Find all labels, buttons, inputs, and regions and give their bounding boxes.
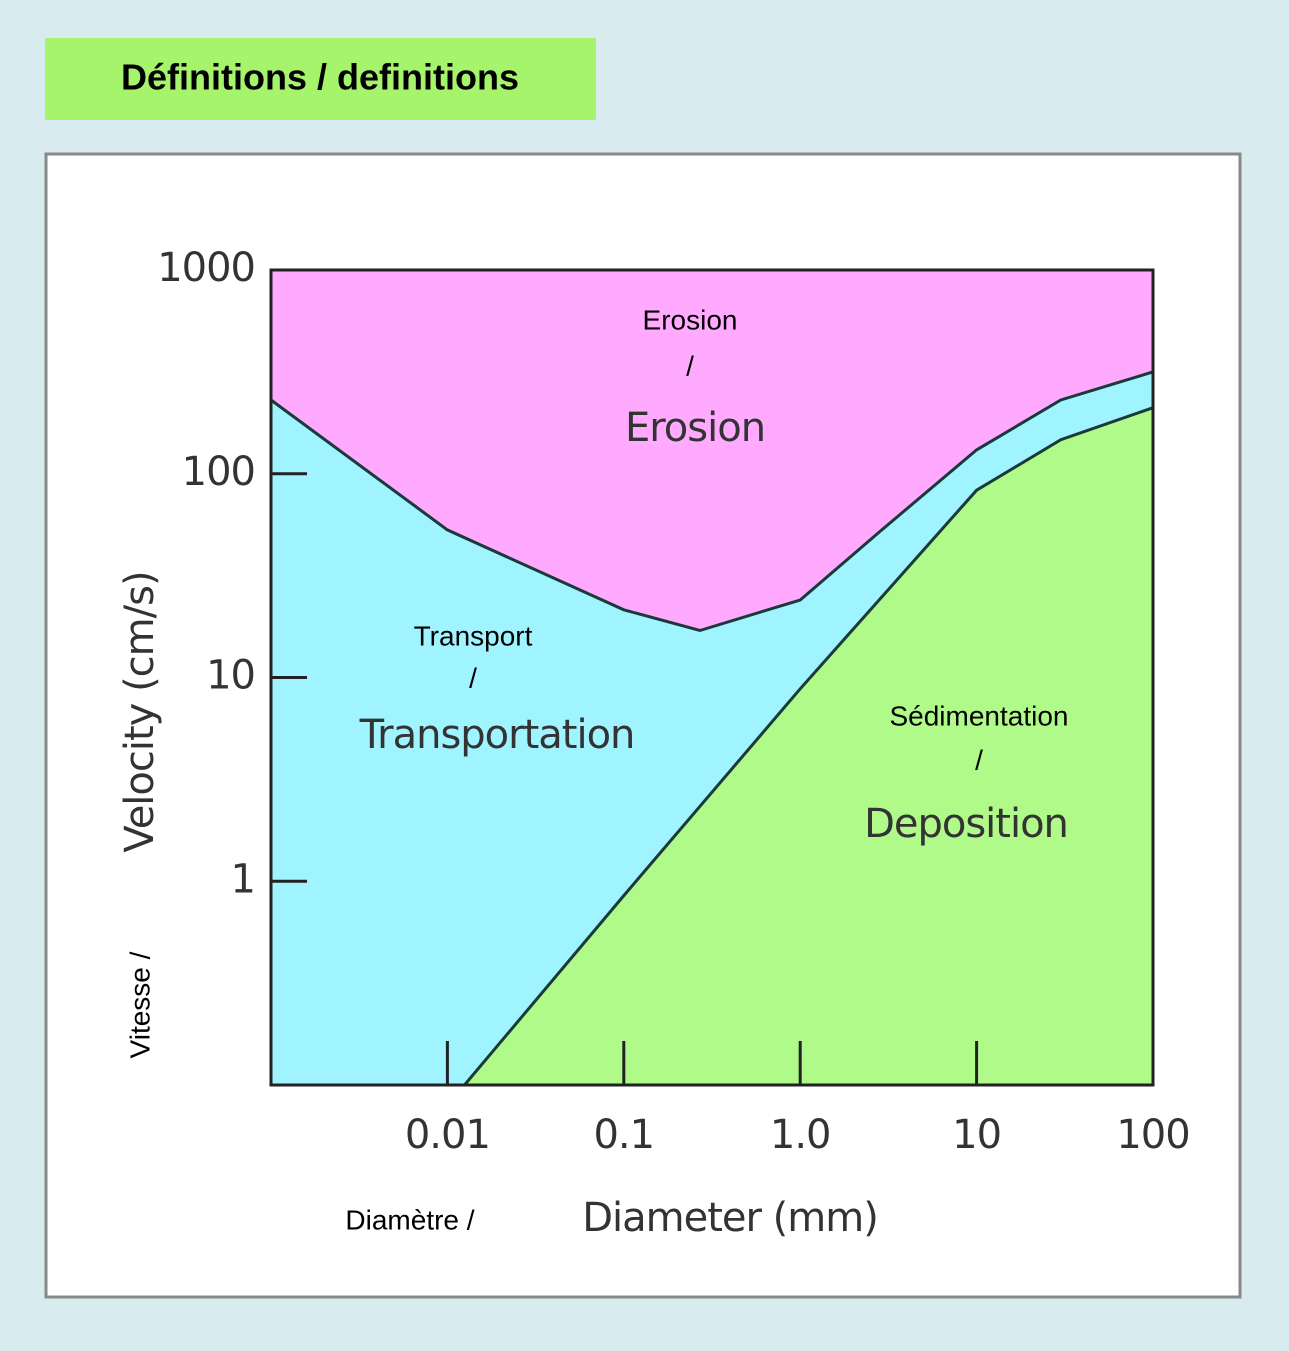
x-tick-label: 0.01 <box>405 1112 490 1158</box>
x-tick-label: 100 <box>1116 1112 1189 1158</box>
region-label: Transportation <box>359 712 635 758</box>
region-label: / <box>469 662 477 693</box>
y-tick-label: 100 <box>182 449 255 495</box>
x-tick-label: 1.0 <box>770 1112 831 1158</box>
x-tick-label: 0.1 <box>593 1112 654 1158</box>
x-tick-label: 10 <box>952 1112 1001 1158</box>
boundary-curve <box>463 406 1154 1086</box>
y-axis-title: Velocity (cm/s) <box>117 571 163 852</box>
boundary-curve <box>270 370 1154 633</box>
region-area <box>464 407 1153 1085</box>
x-axis-title: Diameter (mm) <box>582 1195 878 1241</box>
y-axis-title-fr: Vitesse / <box>124 951 155 1058</box>
region-label: Sédimentation <box>889 700 1068 731</box>
y-tick-label: 1 <box>231 856 255 902</box>
region-label: / <box>975 744 983 775</box>
region-label: Transport <box>414 620 533 651</box>
region-label: Deposition <box>864 801 1068 847</box>
title-box <box>45 38 596 120</box>
x-axis-title-fr: Diamètre / <box>345 1204 474 1235</box>
y-tick-label: 10 <box>206 653 255 699</box>
region-label: Erosion <box>643 304 738 335</box>
region-label: / <box>686 350 694 381</box>
region-label: Erosion <box>625 405 765 451</box>
plot: 1 10 100 1000 0.01 0.1 1.0 10 100 Erosion / Erosion… <box>157 245 1190 1158</box>
page-title: Définitions / definitions <box>121 57 519 98</box>
y-tick-label: 1000 <box>157 245 255 291</box>
